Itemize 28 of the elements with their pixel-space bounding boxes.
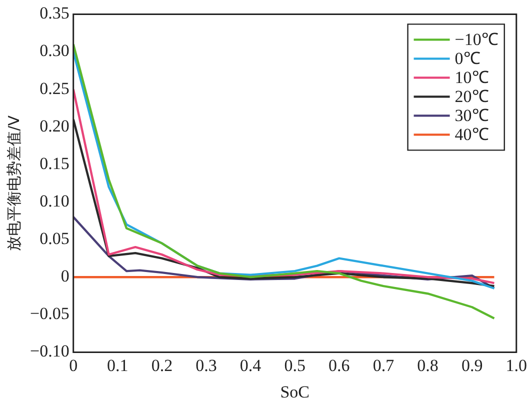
x-tick-label: 0.7 (372, 356, 395, 375)
legend-label: 0℃ (454, 49, 480, 68)
x-tick-label: 0.9 (461, 356, 483, 375)
x-tick-label: 0.1 (107, 356, 128, 375)
x-tick-label: 0.4 (240, 356, 262, 375)
x-tick-label: 0.2 (151, 356, 173, 375)
y-tick-label: 0.05 (40, 229, 70, 248)
y-tick-label: 0.30 (40, 41, 70, 60)
legend-label: 30℃ (454, 106, 489, 126)
legend-label: 40℃ (454, 125, 489, 144)
y-tick-label: 0.35 (40, 4, 70, 23)
legend-label: 10℃ (454, 68, 489, 88)
x-tick-label: 1.0 (506, 356, 527, 375)
y-tick-label: 0.15 (40, 154, 70, 173)
x-tick-label: 0.5 (284, 356, 306, 375)
y-tick-label: −0.05 (30, 304, 70, 324)
y-tick-label: −0.10 (30, 342, 70, 361)
y-tick-label: 0 (60, 266, 70, 286)
x-tick-label: 0.3 (196, 356, 217, 375)
x-tick-label: 0.8 (417, 356, 438, 375)
x-axis-title: SoC (280, 382, 310, 402)
y-axis-title: 放电平衡电势差值/V (4, 114, 23, 251)
legend-label: −10℃ (454, 30, 498, 50)
x-tick-label: 0.6 (328, 356, 350, 375)
y-tick-label: 0.25 (40, 78, 70, 98)
y-tick-label: 0.10 (40, 191, 70, 210)
legend-label: 20℃ (454, 87, 489, 106)
y-tick-label: 0.20 (40, 116, 70, 136)
